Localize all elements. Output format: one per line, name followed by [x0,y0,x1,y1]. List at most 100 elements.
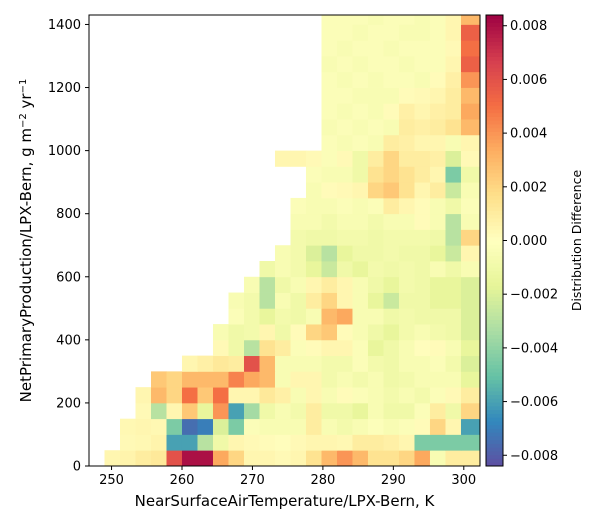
heatmap-cell [460,119,481,136]
y-tick-label: 800 [56,207,81,222]
y-tick-label: 1200 [48,81,81,96]
heatmap-cell [321,292,338,309]
heatmap-cell [243,339,260,357]
heatmap-cell [305,166,322,183]
heatmap-cell [336,24,353,41]
colorbar-band [486,259,503,264]
heatmap-cell [367,387,384,404]
heatmap-cell [429,245,446,262]
colorbar-band [486,341,503,347]
heatmap-cell [212,387,229,404]
heatmap-cell [290,371,307,388]
heatmap-cell [352,229,369,246]
x-tick-label: 270 [240,473,265,488]
colorbar-band [486,372,503,377]
heatmap-cell [197,387,214,404]
heatmap-cell [321,355,338,372]
heatmap-cell [429,213,446,230]
heatmap-cell [120,450,136,467]
heatmap-cell [336,119,353,136]
heatmap-cell [367,166,384,183]
heatmap-cell [305,355,322,372]
colorbar-band [486,157,503,163]
colorbar-band [486,315,503,320]
colorbar-band [486,390,503,396]
colorbar-band [486,345,503,350]
heatmap-cell [321,245,338,262]
colorbar-band [486,214,503,219]
heatmap-cell [383,56,400,73]
heatmap-cell [367,229,384,246]
colorbar-band [486,60,503,65]
heatmap-cell [305,339,322,357]
heatmap-cell [414,371,431,388]
colorbar-band [486,210,503,215]
heatmap-cell [259,450,276,467]
heatmap-cell [383,339,400,357]
colorbar-band [486,349,503,354]
heatmap-cell [336,71,353,88]
heatmap-cell [352,371,369,388]
heatmap-cell [290,229,307,246]
heatmap-cell [321,324,338,341]
heatmap-cell [352,166,369,183]
heatmap-cell [460,229,481,246]
heatmap-cell [367,134,384,152]
colorbar-band [486,229,503,234]
heatmap-cell [398,308,415,325]
heatmap-cell [212,418,229,435]
heatmap-cell [274,150,291,167]
heatmap-cell [352,134,369,152]
colorbar-band [486,304,503,309]
heatmap-cell [367,308,384,325]
heatmap-cell [228,434,245,451]
heatmap-cell [398,71,415,88]
heatmap-cell [460,182,481,199]
heatmap-cell [414,56,431,73]
heatmap-cell [398,276,415,293]
colorbar-tick-label: −0.008 [510,449,558,464]
colorbar-band [486,105,503,110]
heatmap-cell [321,276,338,293]
heatmap-cell [414,150,431,167]
heatmap-cell [429,308,446,325]
heatmap-cell [445,56,462,73]
heatmap-cell [414,308,431,325]
colorbar-band [486,326,503,332]
heatmap-cell [383,276,400,293]
colorbar-band [486,82,503,87]
colorbar-band [486,319,503,324]
heatmap-cell [367,56,384,73]
heatmap-cell [274,324,291,341]
heatmap-cell [274,245,291,262]
heatmap-cell [383,418,400,435]
heatmap-cell [321,418,338,435]
colorbar-tick-label: −0.002 [510,288,558,303]
colorbar-band [486,413,503,418]
heatmap-cell [336,213,353,230]
heatmap-cell [414,166,431,183]
colorbar-band [486,236,503,241]
x-axis-title: NearSurfaceAirTemperature/LPX-Bern, K [135,492,436,510]
heatmap-cell [367,371,384,388]
heatmap-cell [259,292,276,309]
heatmap-cell [228,292,245,309]
heatmap-cell [429,150,446,167]
heatmap-cell [398,213,415,230]
heatmap-cell [383,229,400,246]
heatmap-cell [398,339,415,357]
heatmap-cell [398,166,415,183]
heatmap-cell [259,387,276,404]
heatmap-cell [259,402,276,420]
colorbar-band [486,375,503,381]
heatmap-cell [429,292,446,309]
heatmap-cell [352,213,369,230]
heatmap-cell [305,418,322,435]
heatmap-cell [429,434,446,451]
heatmap-cell [429,103,446,120]
heatmap-cell [445,87,462,104]
heatmap-cell [290,276,307,293]
heatmap-cell [305,197,322,215]
heatmap-cell [290,308,307,325]
colorbar-band [486,240,503,245]
